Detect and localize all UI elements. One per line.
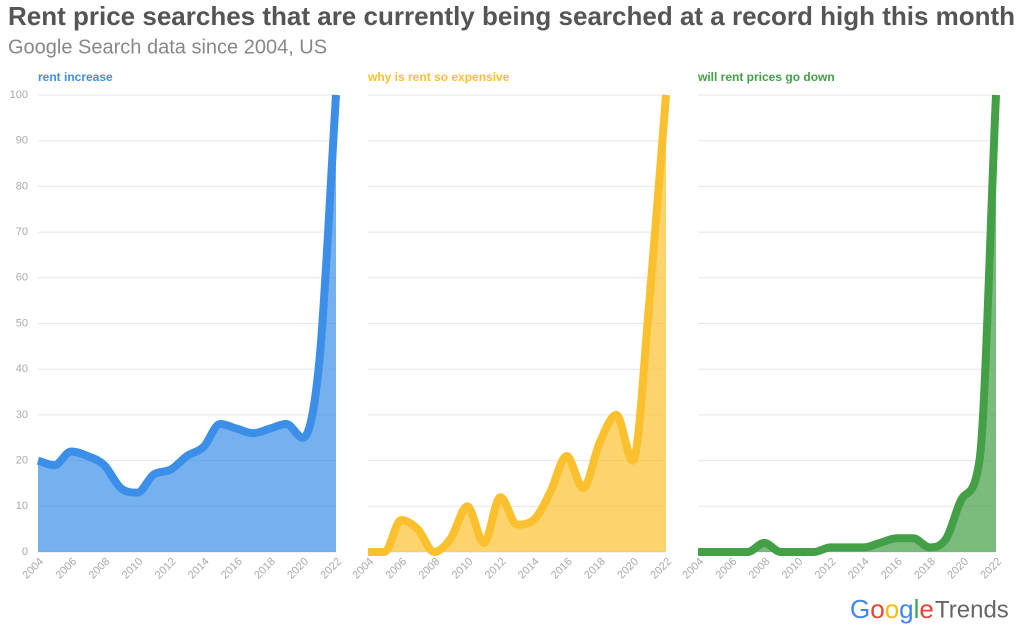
x-tick-label: 2008 [417,556,443,582]
x-tick-label: 2010 [780,556,806,582]
y-tick-label: 90 [16,135,28,147]
x-tick-label: 2018 [252,556,278,582]
y-tick-label: 40 [16,363,28,375]
x-tick-label: 2012 [813,556,839,582]
x-tick-label: 2006 [383,556,409,582]
panel-title: rent increase [38,70,113,84]
y-tick-label: 60 [16,272,28,284]
y-tick-label: 30 [16,409,28,421]
x-tick-label: 2014 [186,556,212,582]
line [36,94,340,497]
x-tick-label: 2004 [20,556,46,582]
y-tick-label: 50 [16,317,28,329]
x-tick-label: 2004 [350,556,376,582]
chart-title: Rent price searches that are currently b… [8,1,1015,31]
x-tick-label: 2018 [582,556,608,582]
x-tick-label: 2016 [879,556,905,582]
x-tick-label: 2020 [285,556,311,582]
area-fill [368,95,666,552]
y-tick-label: 70 [16,226,28,238]
panel-title: why is rent so expensive [367,70,510,84]
y-tick-label: 80 [16,180,28,192]
x-tick-label: 2016 [219,556,245,582]
x-tick-label: 2010 [120,556,146,582]
y-tick-label: 10 [16,500,28,512]
chart-subtitle: Google Search data since 2004, US [8,36,327,58]
area-fill [38,95,336,552]
area-fill [698,95,996,552]
x-tick-label: 2022 [648,556,674,582]
x-tick-label: 2010 [450,556,476,582]
x-tick-label: 2006 [713,556,739,582]
x-tick-label: 2004 [680,556,706,582]
x-tick-label: 2022 [318,556,344,582]
y-tick-label: 100 [10,89,28,101]
brand-product: Trends [935,596,1009,623]
x-tick-label: 2012 [483,556,509,582]
y-tick-label: 20 [16,455,28,467]
x-tick-label: 2022 [978,556,1004,582]
panel-title: will rent prices go down [697,70,835,84]
line [368,94,670,556]
line [698,94,1000,556]
x-tick-label: 2018 [912,556,938,582]
x-tick-label: 2020 [615,556,641,582]
x-tick-label: 2014 [516,556,542,582]
x-tick-label: 2014 [846,556,872,582]
x-tick-label: 2008 [87,556,113,582]
x-tick-label: 2006 [53,556,79,582]
brand-name: Google [850,594,934,624]
x-tick-label: 2020 [945,556,971,582]
y-tick-label: 0 [22,546,28,558]
x-tick-label: 2008 [747,556,773,582]
x-tick-label: 2012 [153,556,179,582]
x-tick-label: 2016 [549,556,575,582]
